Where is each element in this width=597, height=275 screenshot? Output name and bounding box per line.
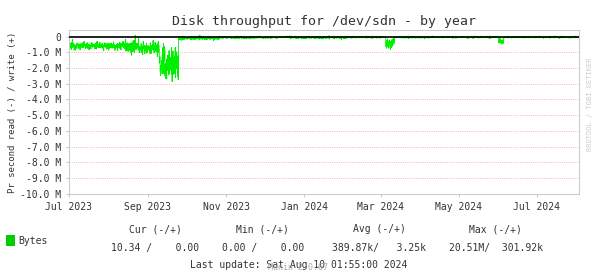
Text: Max (-/+): Max (-/+) [469,224,522,234]
Text: 20.51M/  301.92k: 20.51M/ 301.92k [448,243,543,253]
Text: 10.34 /    0.00: 10.34 / 0.00 [111,243,199,253]
Text: 0.00 /    0.00: 0.00 / 0.00 [221,243,304,253]
Text: Min (-/+): Min (-/+) [236,224,289,234]
Text: RRDTOOL / TOBI OETIKER: RRDTOOL / TOBI OETIKER [587,58,593,151]
Y-axis label: Pr second read (-) / write (+): Pr second read (-) / write (+) [8,31,17,193]
Text: Munin 2.0.67: Munin 2.0.67 [269,263,328,272]
Text: 389.87k/   3.25k: 389.87k/ 3.25k [332,243,426,253]
Text: Avg (-/+): Avg (-/+) [353,224,405,234]
Text: Bytes: Bytes [18,236,47,246]
Title: Disk throughput for /dev/sdn - by year: Disk throughput for /dev/sdn - by year [172,15,476,28]
Text: Cur (-/+): Cur (-/+) [129,224,181,234]
Text: Last update: Sat Aug 10 01:55:00 2024: Last update: Sat Aug 10 01:55:00 2024 [190,260,407,270]
